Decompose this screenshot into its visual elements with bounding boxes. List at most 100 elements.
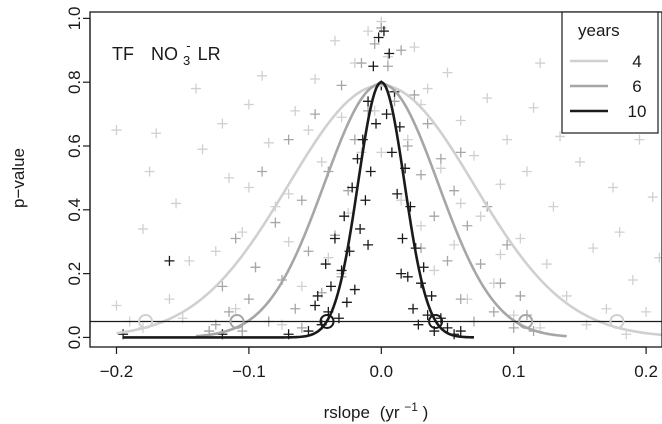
series-6-point-20 xyxy=(336,80,347,91)
series-4-point-24 xyxy=(290,105,301,116)
series-4-point-83 xyxy=(535,58,546,69)
series-4-point-7 xyxy=(171,198,182,209)
series-10-threshold-marker-1 xyxy=(428,313,444,329)
legend-label-6: 6 xyxy=(632,77,641,96)
series-10-point-6 xyxy=(312,290,323,301)
series-4-point-56 xyxy=(502,134,513,145)
legend-entries: 4 6 10 xyxy=(570,52,646,121)
series-6-point-5 xyxy=(237,326,248,337)
series-6-threshold-marker-0 xyxy=(229,313,245,329)
series-10-point-10 xyxy=(325,281,336,292)
y-axis-label: p−value xyxy=(9,148,28,208)
series-4-point-82 xyxy=(455,198,466,209)
series-6-point-7 xyxy=(250,262,261,273)
series-6-point-10 xyxy=(270,217,281,228)
legend-box xyxy=(561,11,659,134)
series-4-point-76 xyxy=(634,134,645,145)
legend-title: years xyxy=(578,21,620,40)
y-tick-label-5: 1.0 xyxy=(65,7,84,31)
annotation-superscript: - xyxy=(186,38,190,53)
series-6-point-3 xyxy=(224,306,235,317)
series-4-point-58 xyxy=(515,233,526,244)
series-4-point-87 xyxy=(495,249,506,260)
series-10-curve xyxy=(123,80,474,339)
series-4-point-4 xyxy=(144,166,155,177)
series-10-point-51 xyxy=(455,326,466,337)
series-6-point-14 xyxy=(296,195,307,206)
series-4-point-23 xyxy=(283,188,294,199)
series-10-points xyxy=(118,26,466,340)
y-tick-label-3: 0.6 xyxy=(65,134,84,158)
series-4-point-55 xyxy=(495,179,506,190)
series-6-curve xyxy=(195,82,567,338)
series-4-point-67 xyxy=(574,156,585,167)
series-4-point-78 xyxy=(647,192,658,203)
x-tick-label-0: −0.2 xyxy=(100,362,134,381)
x-axis: −0.2 −0.1 0.0 0.1 0.2 xyxy=(100,346,658,381)
series-10-point-14 xyxy=(339,211,350,222)
x-axis-label-unit-open: (yr xyxy=(380,403,400,422)
series-10-point-18 xyxy=(349,284,360,295)
fitted-curves xyxy=(116,80,662,339)
series-4-point-44 xyxy=(422,83,433,94)
series-4-point-59 xyxy=(521,166,532,177)
series-6-point-36 xyxy=(442,255,453,266)
series-4-threshold-marker-1 xyxy=(609,313,625,329)
series-4-point-65 xyxy=(561,290,572,301)
series-4-point-49 xyxy=(455,115,466,126)
series-4-point-15 xyxy=(230,303,241,314)
series-6-point-41 xyxy=(475,259,486,270)
y-tick-label-1: 0.2 xyxy=(65,262,84,286)
series-4-point-5 xyxy=(151,128,162,139)
series-10-point-44 xyxy=(418,262,429,273)
chart-annotation: TF NO 3 - LR xyxy=(112,34,221,69)
series-10-point-32 xyxy=(386,147,397,158)
series-6-point-32 xyxy=(416,169,427,180)
series-10-point-40 xyxy=(408,303,419,314)
y-tick-label-4: 0.8 xyxy=(65,70,84,94)
series-4-point-45 xyxy=(429,265,440,276)
series-6-point-13 xyxy=(290,303,301,314)
series-4-point-80 xyxy=(184,255,195,266)
series-4-point-62 xyxy=(541,259,552,270)
series-4-point-47 xyxy=(442,67,453,78)
series-4-point-60 xyxy=(528,102,539,113)
series-6-point-47 xyxy=(515,290,526,301)
series-10-point-38 xyxy=(402,271,413,282)
series-10-point-46 xyxy=(426,290,437,301)
scatter-points xyxy=(111,16,662,340)
series-6-point-30 xyxy=(402,141,413,151)
series-4-point-10 xyxy=(197,144,208,155)
series-6-point-33 xyxy=(422,118,433,129)
series-4-point-1 xyxy=(111,125,122,136)
series-6-point-53 xyxy=(455,147,466,158)
series-4-point-25 xyxy=(296,281,307,292)
series-10-point-31 xyxy=(384,48,395,59)
series-4-point-64 xyxy=(555,131,566,142)
series-6-point-27 xyxy=(382,61,393,72)
series-10-point-30 xyxy=(381,109,392,120)
series-10-point-1 xyxy=(164,255,175,266)
series-4-point-31 xyxy=(336,112,347,123)
series-10-point-25 xyxy=(368,61,379,72)
series-4-point-86 xyxy=(243,182,254,193)
series-6-point-15 xyxy=(303,246,314,257)
series-4-threshold-marker-0 xyxy=(138,313,154,329)
series-6-point-45 xyxy=(502,239,513,250)
series-4-point-72 xyxy=(608,182,619,193)
series-10-point-5 xyxy=(310,300,321,311)
series-10-point-15 xyxy=(341,297,352,308)
x-tick-label-3: 0.1 xyxy=(502,362,526,381)
series-4-point-57 xyxy=(508,310,519,321)
series-10-point-20 xyxy=(355,223,366,234)
legend: years 4 6 10 xyxy=(561,11,659,134)
legend-label-4: 4 xyxy=(632,52,641,71)
series-10-point-53 xyxy=(363,239,374,250)
series-4-point-73 xyxy=(614,227,625,238)
series-4-point-77 xyxy=(641,306,652,317)
series-4-point-75 xyxy=(627,275,638,285)
series-10-point-11 xyxy=(329,233,340,244)
series-6-point-50 xyxy=(296,322,307,333)
series-6-point-37 xyxy=(449,185,460,196)
